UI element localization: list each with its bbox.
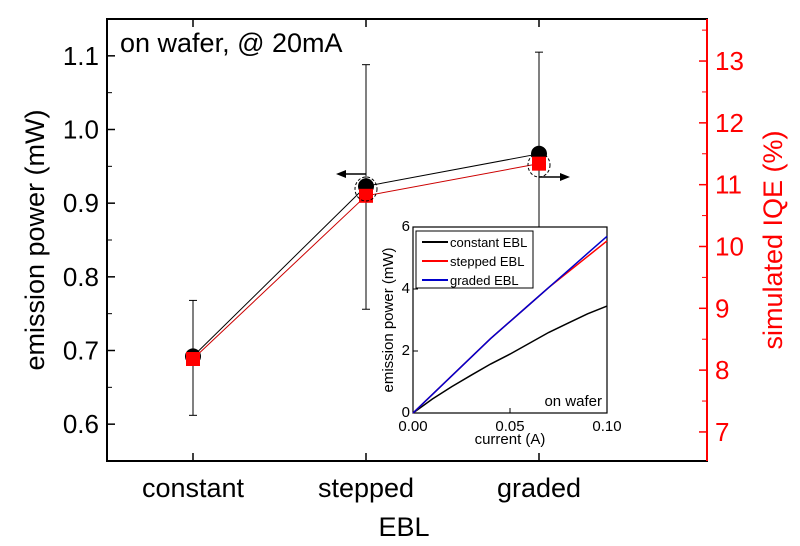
inset-y-tick-label: 0 bbox=[402, 404, 410, 421]
inset-x-label: current (A) bbox=[475, 431, 546, 448]
right-arrowhead-icon bbox=[560, 173, 570, 181]
inset-series-line bbox=[412, 305, 608, 414]
y-tick-label-right: 13 bbox=[715, 46, 744, 76]
inset-y-label: emission power (mW) bbox=[380, 247, 397, 392]
data-point-iqe bbox=[186, 352, 200, 366]
x-axis-label: EBL bbox=[378, 512, 429, 542]
x-tick-label: stepped bbox=[318, 473, 414, 503]
inset-y-tick-label: 6 bbox=[402, 218, 410, 235]
y-tick-label-left: 0.7 bbox=[63, 336, 99, 366]
y-tick-label-right: 10 bbox=[715, 231, 744, 261]
main-annotation: on wafer, @ 20mA bbox=[120, 28, 343, 58]
y-tick-label-left: 1.0 bbox=[63, 115, 99, 145]
left-arrowhead-icon bbox=[336, 170, 346, 178]
inset-y-tick-label: 4 bbox=[402, 280, 410, 297]
inset-x-tick-label: 0.10 bbox=[592, 418, 621, 435]
x-tick-label: graded bbox=[497, 473, 581, 503]
plot-frame bbox=[106, 18, 708, 462]
axis-indicator-circle bbox=[354, 176, 378, 202]
inset-x-tick-label: 0.05 bbox=[495, 418, 524, 435]
y-tick-label-left: 0.6 bbox=[63, 409, 99, 439]
y-tick-label-right: 12 bbox=[715, 108, 744, 138]
y-tick-label-left: 0.8 bbox=[63, 262, 99, 292]
legend-label: constant EBL bbox=[450, 235, 527, 250]
y-tick-label-right: 8 bbox=[715, 355, 729, 385]
data-point-iqe bbox=[359, 188, 373, 203]
data-point-iqe bbox=[532, 156, 546, 171]
y-tick-label-right: 9 bbox=[715, 293, 729, 323]
y-tick-label-left: 1.1 bbox=[63, 41, 99, 71]
y-tick-label-left: 0.9 bbox=[63, 188, 99, 218]
inset-legend: constant EBL stepped EBL graded EBL bbox=[415, 230, 534, 289]
legend-label: stepped EBL bbox=[450, 254, 524, 269]
y-tick-label-right: 7 bbox=[715, 417, 729, 447]
y-tick-label-right: 11 bbox=[715, 170, 742, 200]
x-tick-label: constant bbox=[142, 473, 245, 503]
inset-series-line bbox=[412, 235, 608, 414]
inset-y-tick-label: 2 bbox=[402, 342, 410, 359]
inset-legend-box bbox=[415, 230, 534, 289]
y-axis-label-right: simulated IQE (%) bbox=[758, 130, 788, 349]
inset-annotation: on wafer bbox=[544, 393, 602, 410]
legend-label: graded EBL bbox=[450, 273, 519, 288]
inset-x-tick-label: 0.00 bbox=[398, 418, 427, 435]
y-axis-label-left: emission power (mW) bbox=[20, 109, 50, 370]
